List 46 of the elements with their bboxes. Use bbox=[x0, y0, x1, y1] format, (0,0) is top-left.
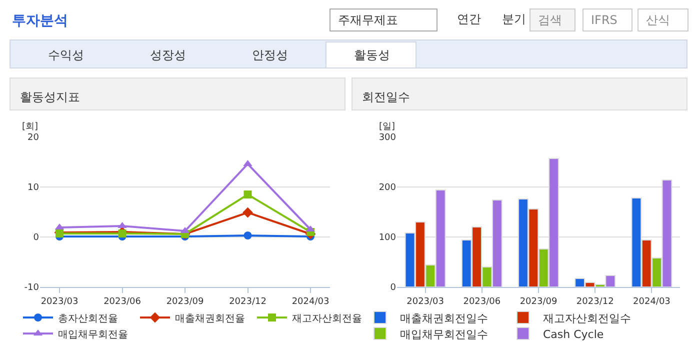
x-tick-label: 2023/06 bbox=[104, 296, 142, 307]
text: 산식 bbox=[646, 13, 670, 27]
legend-label: 총자산회전율 bbox=[58, 313, 118, 324]
x-tick-label: 2023/12 bbox=[576, 296, 614, 307]
x-tick-label: 2023/12 bbox=[229, 296, 266, 307]
text: 안정성 bbox=[252, 48, 288, 62]
text: IFRS bbox=[591, 13, 618, 27]
text: 활동성 bbox=[354, 48, 390, 62]
text: 성장성 bbox=[150, 48, 186, 62]
legend-label: 매입채무회전율 bbox=[58, 329, 128, 340]
legend-label: 매출채권회전율 bbox=[175, 313, 245, 324]
text: 주재무제표 bbox=[338, 13, 398, 27]
y-tick-label: 20 bbox=[28, 133, 40, 144]
x-tick-label: 2024/03 bbox=[633, 296, 670, 307]
text: 연간 bbox=[457, 12, 481, 26]
x-tick-label: 2024/03 bbox=[292, 296, 330, 307]
point bbox=[244, 190, 252, 198]
point bbox=[244, 232, 252, 240]
y-axis-title: [회] bbox=[22, 122, 38, 132]
x-tick-label: 2023/09 bbox=[166, 296, 204, 307]
y-tick-label: -10 bbox=[24, 283, 40, 294]
y-tick-label: 300 bbox=[378, 133, 396, 144]
legend-label: 매입채무회전일수 bbox=[400, 328, 488, 341]
chart-title: 회전일수 bbox=[362, 90, 410, 104]
y-tick-label: 0 bbox=[33, 233, 40, 244]
x-tick-label: 2023/03 bbox=[406, 296, 444, 307]
y-tick-label: 0 bbox=[390, 283, 396, 294]
chart-title: 활동성지표 bbox=[20, 90, 80, 104]
legend-label: Cash Cycle bbox=[543, 328, 604, 341]
point bbox=[56, 230, 64, 238]
x-tick-label: 2023/03 bbox=[40, 296, 78, 307]
y-tick-label: 100 bbox=[378, 233, 396, 244]
x-tick-label: 2023/09 bbox=[520, 296, 558, 307]
x-tick-label: 2023/06 bbox=[463, 296, 501, 307]
point bbox=[118, 230, 126, 238]
legend-label: 매출채권회전일수 bbox=[400, 312, 488, 325]
text: 투자분석 bbox=[12, 13, 68, 29]
text: 검색 bbox=[538, 13, 562, 27]
legend-label: 재고자산회전율 bbox=[292, 313, 362, 324]
text: 수익성 bbox=[48, 48, 84, 62]
y-tick-label: 10 bbox=[28, 183, 40, 194]
y-axis-title: [일] bbox=[379, 122, 396, 132]
y-tick-label: 200 bbox=[378, 183, 396, 194]
text: 분기 bbox=[502, 12, 526, 26]
point bbox=[242, 207, 253, 218]
legend-label: 재고자산회전일수 bbox=[543, 312, 631, 325]
